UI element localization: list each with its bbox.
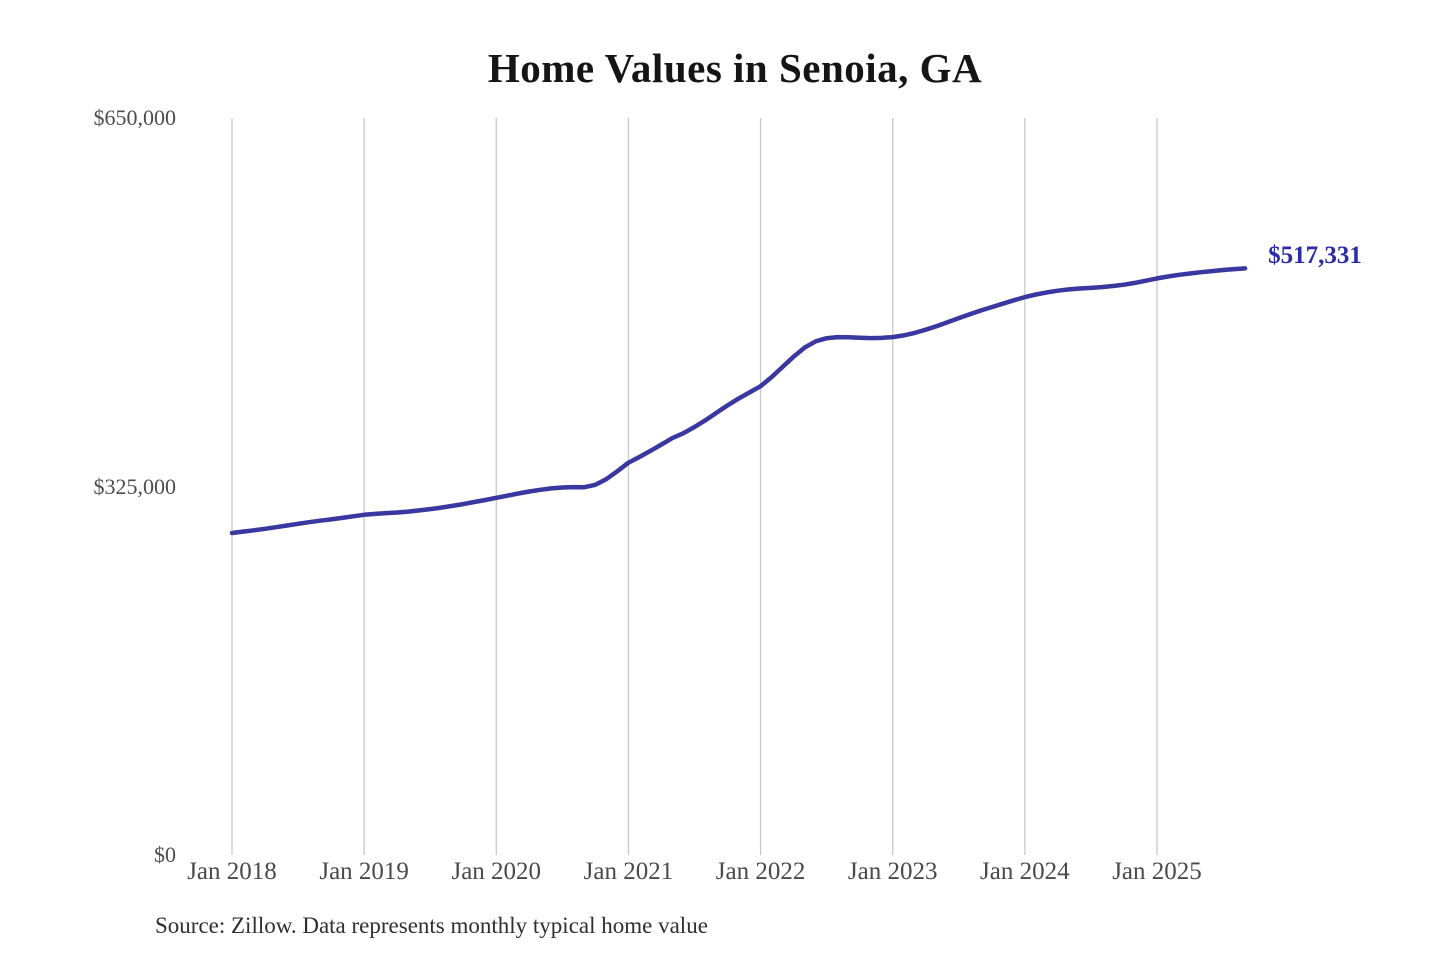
source-note: Source: Zillow. Data represents monthly … <box>155 913 708 938</box>
x-axis-tick-label: Jan 2021 <box>583 858 674 885</box>
latest-value-label: $517,331 <box>1268 242 1362 270</box>
y-axis-tick-label: $650,000 <box>93 105 177 130</box>
x-axis-tick-label: Jan 2025 <box>1112 858 1202 885</box>
x-axis-tick-label: Jan 2022 <box>715 858 806 885</box>
x-axis-tick-label: Jan 2024 <box>980 858 1070 885</box>
chart-title: Home Values in Senoia, GA <box>487 45 983 91</box>
home-value-line <box>229 266 1248 536</box>
x-axis-tick-label: Jan 2019 <box>319 858 409 885</box>
x-axis-tick-label: Jan 2023 <box>847 858 938 885</box>
x-axis-tick-label: Jan 2018 <box>187 858 277 885</box>
y-axis-tick-label: $325,000 <box>93 473 177 499</box>
y-axis-tick-label: $0 <box>154 842 176 867</box>
gridlines-group <box>231 118 1158 855</box>
x-axis-tick-label: Jan 2020 <box>451 858 542 885</box>
